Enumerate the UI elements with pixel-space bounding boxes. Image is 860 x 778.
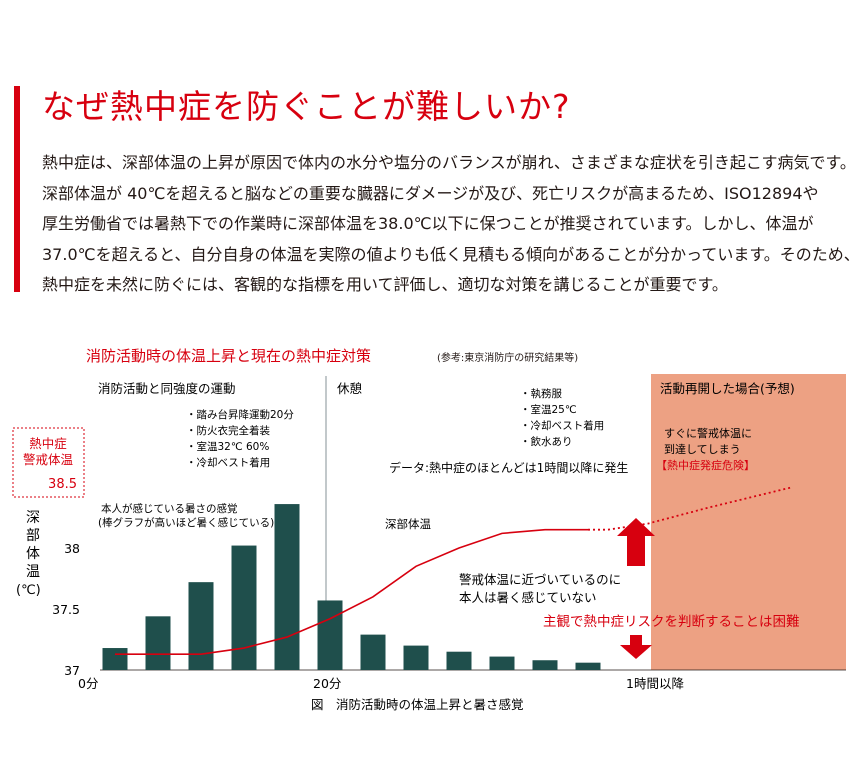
core-temperature-line [115,528,588,655]
heat-sensation-bar [489,656,515,670]
intro-paragraph: 熱中症は、深部体温の上昇が原因で体内の水分や塩分のバランスが崩れ、さまざまな症状… [42,148,860,301]
alert-label: 警戒体温 [23,452,74,467]
heat-sensation-bar [188,582,214,670]
heat-sensation-bar [317,600,343,670]
heat-sensation-bar [145,616,171,670]
up-arrow [617,518,655,566]
rest-item: ・飲水あり [520,435,573,448]
alert-temperature-box [12,427,85,498]
heat-sensation-bar [274,504,300,670]
rest-item: ・執務服 [520,387,562,400]
svg-text:(℃): (℃) [16,583,41,598]
exercise-item: ・踏み台昇降運動20分 [186,408,294,421]
y-tick-label: 37.5 [52,602,80,617]
paragraph-line: 熱中症を未然に防ぐには、客観的な指標を用いて評価し、適切な対策を講じることが重要… [42,275,728,294]
paragraph-line: 37.0℃を超えると、自分自身の体温を実際の値よりも低く見積もる傾向があることが… [42,244,860,264]
paragraph-line: 深部体温が 40℃を超えると脳などの重要な臓器にダメージが及び、死亡リスクが高ま… [42,183,819,203]
phase-label-forecast: 活動再開した場合(予想) [660,381,795,396]
figure-caption: 図 消防活動時の体温上昇と暑さ感覚 [311,697,524,712]
alert-label: 熱中症 [29,436,67,451]
data-note: データ:熱中症のほとんどは1時間以降に発生 [389,460,628,475]
heading-accent-bar [14,86,20,292]
heat-sensation-bar [403,645,429,670]
forecast-item: 到達してしまう [664,443,741,456]
heat-sensation-bar [231,545,257,670]
y-axis-title: 深 部 体 温 (℃) [16,510,41,598]
svg-text:深: 深 [26,510,40,526]
heat-sensation-bar [446,651,472,670]
forecast-region [651,374,846,670]
paragraph-line: 熱中症は、深部体温の上昇が原因で体内の水分や塩分のバランスが崩れ、さまざまな症状… [42,153,856,172]
svg-text:温: 温 [26,564,40,580]
paragraph-line: 厚生労働省では暑熱下での作業時に深部体温を38.0℃以下に保つことが推奨されてい… [42,214,814,233]
chart-title-note: (参考:東京消防庁の研究結果等) [437,351,578,364]
chart-title: 消防活動時の体温上昇と現在の熱中症対策 [86,347,371,365]
svg-text:部: 部 [26,528,40,544]
forecast-temperature-line [588,486,794,531]
gap-note: 警戒体温に近づいているのに [459,572,621,587]
heat-sensation-bar [360,634,386,670]
bar-series-label: 本人が感じている暑さの感覚 [101,502,238,515]
x-tick-label: 0分 [78,676,98,691]
phase-label-rest: 休憩 [337,381,363,396]
exercise-item: ・防火衣完全着装 [186,424,270,437]
bar-series-note: (棒グラフが高いほど暑く感じている) [98,516,274,529]
exercise-item: ・室温32℃ 60% [186,440,269,453]
page-title: なぜ熱中症を防ぐことが難しいか? [42,87,571,126]
phase-label-exercise: 消防活動と同強度の運動 [98,381,236,396]
curve-label: 深部体温 [385,517,431,531]
exercise-item: ・冷却ベスト着用 [186,456,270,469]
y-tick-label: 38 [64,541,80,556]
svg-text:体: 体 [26,546,40,562]
forecast-item: すぐに警戒体温に [664,426,752,440]
x-tick-label: 1時間以降 [626,676,684,691]
heat-sensation-bar [575,662,601,670]
rest-item: ・冷却ベスト着用 [520,419,604,432]
x-tick-label: 20分 [313,676,341,691]
y-tick-label: 37 [64,663,80,678]
conclusion-note: 主観で熱中症リスクを判断することは困難 [543,613,800,630]
alert-value: 38.5 [48,477,77,492]
rest-item: ・室温25℃ [520,403,577,416]
gap-note: 本人は暑く感じていない [459,590,597,605]
forecast-danger: 【熱中症発症危険】 [656,458,755,472]
heat-sensation-bar [102,648,128,670]
down-arrow [620,635,652,659]
heat-sensation-bar [532,660,558,670]
